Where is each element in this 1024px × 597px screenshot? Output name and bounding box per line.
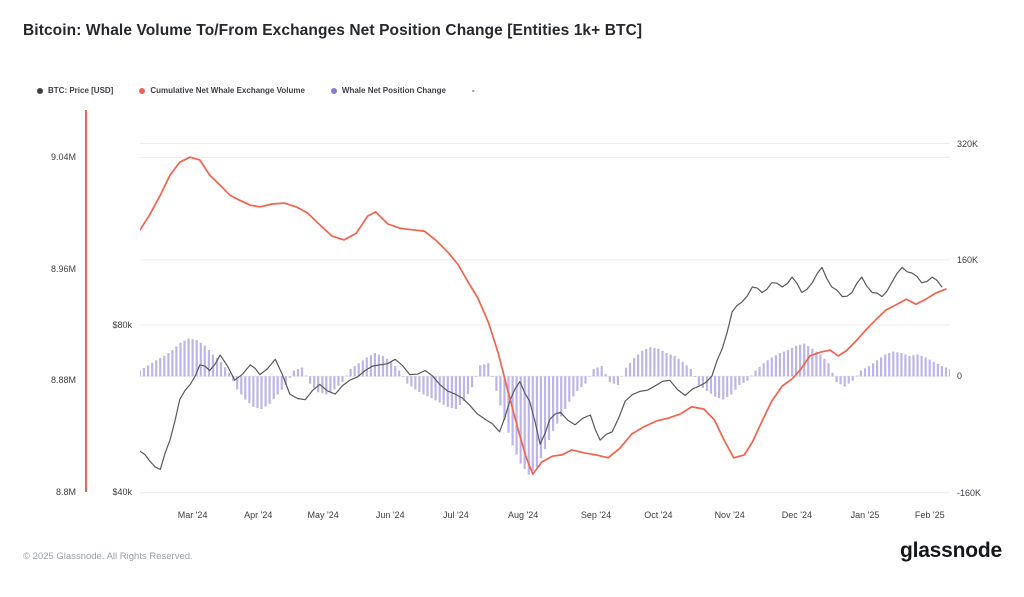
chart-canvas xyxy=(140,142,950,494)
x-tick-label: Jan '25 xyxy=(850,510,880,520)
y-tick-label: 8.8M xyxy=(55,486,76,497)
x-axis: Mar '24 Apr '24 May '24 Jun '24 Jul '24 Aug '… xyxy=(140,510,950,524)
legend-item-1[interactable]: Cumulative Net Whale Exchange Volume xyxy=(139,86,305,95)
y-tick-label: 8.88M xyxy=(50,375,76,386)
y-tick-label: -160K xyxy=(957,487,982,498)
chart-plot-area[interactable] xyxy=(140,110,950,500)
x-tick-label: Dec '24 xyxy=(781,510,812,520)
y-tick-label: $40k xyxy=(112,487,132,498)
x-tick-label: Apr '24 xyxy=(244,510,273,520)
y-tick-label: $80k xyxy=(112,320,132,330)
legend-item-0[interactable]: BTC: Price [USD] xyxy=(37,86,113,95)
x-tick-label: Feb '25 xyxy=(914,510,945,520)
x-tick-label: Oct '24 xyxy=(644,510,673,520)
legend: BTC: Price [USD] Cumulative Net Whale Exc… xyxy=(37,86,475,95)
legend-label: BTC: Price [USD] xyxy=(48,86,114,95)
page-title: Bitcoin: Whale Volume To/From Exchanges … xyxy=(23,22,643,39)
x-tick-label: Jul '24 xyxy=(443,510,469,520)
volume-y-axis: $80k $40k xyxy=(94,110,132,500)
legend-item-3[interactable]: - xyxy=(472,86,475,95)
y-tick-label: 0 xyxy=(957,371,963,382)
glassnode-logo: glassnode xyxy=(899,539,1002,562)
x-tick-label: Sep '24 xyxy=(580,510,612,520)
x-tick-label: Aug '24 xyxy=(507,510,539,520)
y-tick-label: 9.04M xyxy=(50,152,76,163)
y-tick-label: 320K xyxy=(957,138,979,149)
y-tick-label: 160K xyxy=(957,254,979,265)
copyright-text: © 2025 Glassnode. All Rights Reserved. xyxy=(23,551,193,562)
legend-dot-icon xyxy=(139,87,146,94)
legend-label: Cumulative Net Whale Exchange Volume xyxy=(150,86,305,95)
x-tick-label: May '24 xyxy=(307,510,339,520)
legend-label: - xyxy=(471,86,475,95)
x-tick-label: Nov '24 xyxy=(714,510,745,520)
legend-item-2[interactable]: Whale Net Position Change xyxy=(330,86,446,95)
x-tick-label: Jun '24 xyxy=(375,510,405,520)
x-tick-label: Mar '24 xyxy=(177,510,208,520)
legend-label: Whale Net Position Change xyxy=(341,86,446,95)
legend-dot-icon xyxy=(330,87,337,94)
legend-dot-icon xyxy=(37,87,43,94)
y-tick-label: 8.96M xyxy=(50,263,76,274)
volume-axis-line xyxy=(85,110,87,492)
net-position-y-axis: 320K 160K 0 -160K xyxy=(957,110,1017,500)
price-y-axis: 9.04M 8.96M 8.88M 8.8M xyxy=(28,110,76,500)
